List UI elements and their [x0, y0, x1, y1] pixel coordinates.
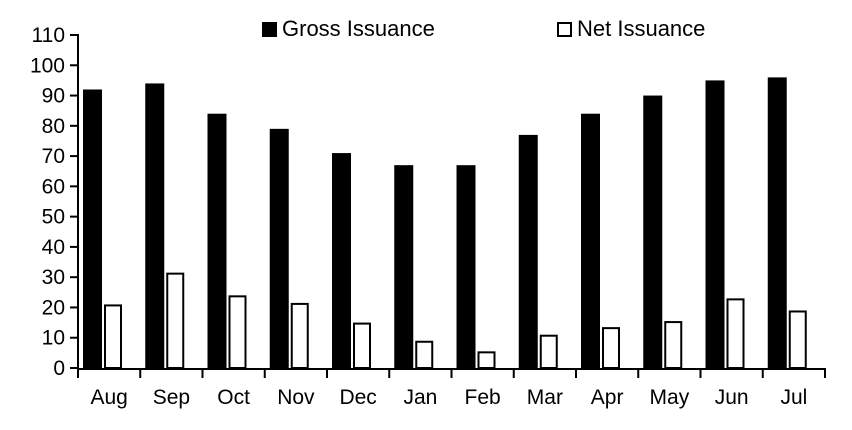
x-axis-label-jan: Jan — [403, 386, 437, 409]
bar-net-issuance-oct — [228, 295, 247, 370]
x-axis-label-dec: Dec — [339, 386, 376, 409]
bar-net-issuance-feb — [477, 351, 496, 370]
bar-net-issuance-mar — [539, 334, 558, 370]
bar-net-issuance-nov — [290, 302, 309, 369]
y-axis-label: 20 — [42, 296, 65, 319]
x-axis-label-feb: Feb — [465, 386, 501, 409]
bar-gross-issuance-nov — [269, 128, 289, 368]
bar-gross-issuance-mar — [518, 134, 538, 368]
x-axis-label-jun: Jun — [715, 386, 749, 409]
x-axis-label-may: May — [650, 386, 690, 409]
x-axis-label-aug: Aug — [90, 386, 127, 409]
y-axis-label: 80 — [42, 115, 65, 138]
x-axis-label-nov: Nov — [277, 386, 315, 409]
bar-gross-issuance-jan — [394, 165, 414, 368]
x-axis-label-apr: Apr — [591, 386, 624, 409]
y-axis-label: 90 — [42, 85, 65, 108]
bar-gross-issuance-may — [643, 95, 663, 368]
bar-gross-issuance-sep — [145, 83, 165, 368]
bar-gross-issuance-jul — [767, 77, 787, 368]
y-axis-label: 10 — [42, 327, 65, 350]
bar-net-issuance-dec — [353, 322, 371, 370]
bar-gross-issuance-jun — [705, 80, 725, 368]
y-axis-label: 100 — [30, 54, 65, 77]
bar-net-issuance-jul — [788, 310, 807, 369]
y-axis-label: 110 — [32, 24, 65, 47]
y-axis-label: 50 — [42, 206, 65, 229]
y-axis-label: 70 — [42, 145, 65, 168]
x-axis-label-jul: Jul — [780, 386, 807, 409]
y-axis-label: 30 — [42, 266, 65, 289]
bar-gross-issuance-feb — [456, 165, 476, 368]
y-axis-label: 40 — [42, 236, 65, 259]
bar-net-issuance-aug — [104, 304, 122, 370]
y-axis-label: 0 — [53, 357, 65, 380]
x-axis-label-mar: Mar — [527, 386, 563, 409]
bar-gross-issuance-apr — [581, 113, 600, 368]
x-axis-label-sep: Sep — [153, 386, 190, 409]
bar-gross-issuance-aug — [83, 89, 102, 368]
bar-net-issuance-sep — [166, 272, 185, 369]
bar-net-issuance-jan — [415, 340, 434, 370]
bar-gross-issuance-oct — [207, 113, 227, 368]
bar-net-issuance-jun — [726, 298, 745, 370]
y-axis-label: 60 — [42, 175, 65, 198]
bar-net-issuance-may — [664, 321, 683, 369]
x-axis-label-oct: Oct — [217, 386, 250, 409]
bar-gross-issuance-dec — [332, 153, 351, 368]
bar-net-issuance-apr — [602, 327, 620, 369]
